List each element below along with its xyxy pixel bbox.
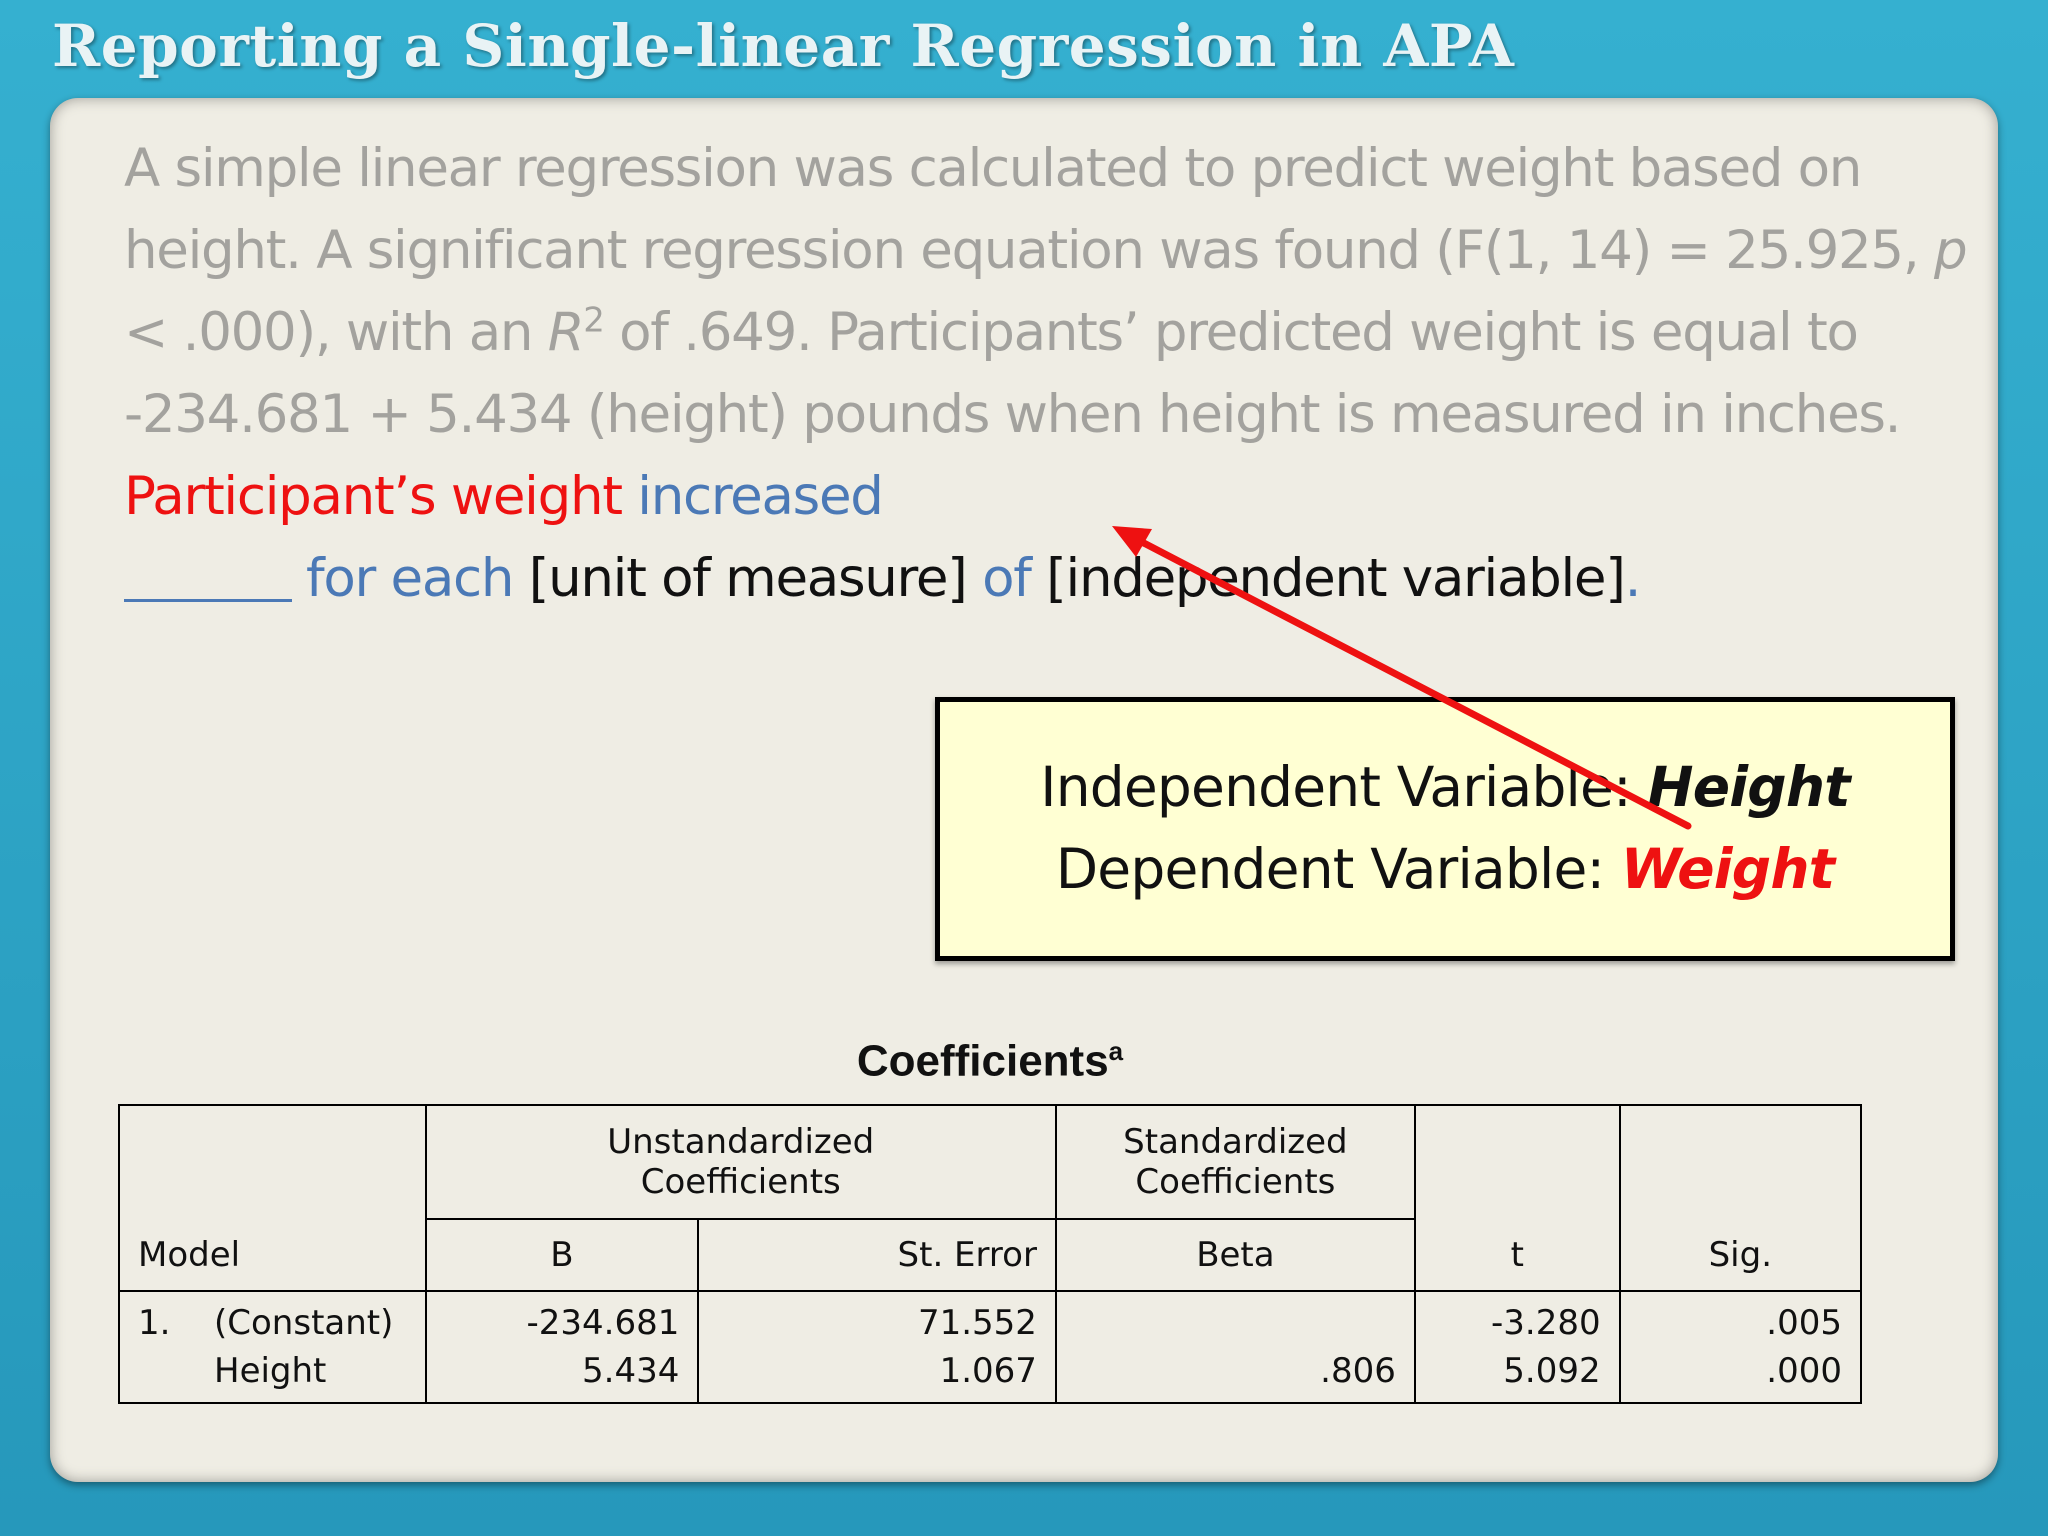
independent-variable-line: Independent Variable: Height	[940, 746, 1950, 828]
b-cell: -234.681 5.434	[424, 1290, 700, 1404]
b-height: 5.434	[582, 1351, 680, 1391]
header-b: B	[424, 1218, 700, 1292]
r-exponent: 2	[583, 300, 605, 341]
dependent-variable-value: Weight	[1620, 837, 1835, 901]
slide-title: Reporting a Single-linear Regression in …	[52, 12, 1515, 80]
table-header-row-1: Unstandardized Coefficients Standardized…	[118, 1104, 1863, 1220]
paragraph-text-2: < .000), with an	[124, 302, 548, 363]
header-t-top	[1413, 1104, 1621, 1219]
placeholder-unit: [unit of measure]	[513, 548, 983, 609]
coefficients-title-footnote: a	[1108, 1036, 1124, 1066]
paragraph-text-3: of .649. Participants’ predicted weight …	[124, 302, 1902, 445]
se-cell: 71.552 1.067	[697, 1290, 1057, 1404]
paragraph-text-1: A simple linear regression was calculate…	[124, 138, 1934, 281]
header-unstandardized: Unstandardized Coefficients	[424, 1104, 1057, 1220]
header-st-error: St. Error	[697, 1218, 1057, 1292]
beta-height: .806	[1320, 1351, 1396, 1391]
t-constant: -3.280	[1490, 1303, 1601, 1343]
phrase-of: of	[982, 548, 1032, 609]
phrase-period: .	[1624, 548, 1642, 609]
sig-cell: .005 .000	[1618, 1290, 1863, 1404]
header-sig: Sig.	[1618, 1219, 1863, 1292]
row-label-height: Height	[214, 1351, 327, 1391]
header-sig-top	[1618, 1104, 1863, 1219]
table-row: 1. (Constant) Height -234.681 5.434 71.55…	[118, 1290, 1863, 1404]
placeholder-independent-variable: [independent variable]	[1030, 548, 1626, 609]
model-number: 1.	[138, 1303, 171, 1343]
independent-variable-label: Independent Variable:	[1040, 755, 1648, 819]
independent-variable-value: Height	[1647, 755, 1851, 819]
header-beta: Beta	[1054, 1218, 1416, 1292]
fill-in-blank	[124, 547, 292, 602]
r-symbol: R	[547, 302, 585, 363]
header-t: t	[1413, 1219, 1621, 1292]
se-height: 1.067	[939, 1351, 1037, 1391]
b-constant: -234.681	[526, 1303, 680, 1343]
header-standardized: Standardized Coefficients	[1054, 1104, 1416, 1220]
sig-height: .000	[1766, 1351, 1842, 1391]
table-header-row-2: Model B St. Error Beta t Sig.	[118, 1218, 1863, 1292]
row-label-constant: (Constant)	[214, 1303, 394, 1343]
coefficients-table: Unstandardized Coefficients Standardized…	[118, 1104, 1863, 1404]
beta-constant	[1075, 1299, 1396, 1347]
highlight-dependent-phrase: Participant’s weight	[124, 466, 623, 527]
coefficients-title-text: Coefficients	[856, 1036, 1109, 1086]
t-cell: -3.280 5.092	[1413, 1290, 1621, 1404]
coefficients-title: Coefficientsa	[0, 1036, 1980, 1087]
variables-callout-box: Independent Variable: Height Dependent V…	[935, 697, 1955, 961]
t-height: 5.092	[1503, 1351, 1601, 1391]
header-model-top	[118, 1104, 427, 1219]
beta-cell: .806	[1054, 1290, 1416, 1404]
phrase-for-each: for each	[306, 548, 514, 609]
p-symbol: p	[1933, 220, 1968, 281]
se-constant: 71.552	[917, 1303, 1037, 1343]
sig-constant: .005	[1766, 1303, 1842, 1343]
dependent-variable-line: Dependent Variable: Weight	[940, 828, 1950, 910]
model-cell: 1. (Constant) Height	[118, 1290, 427, 1404]
phrase-increased: increased	[621, 466, 884, 527]
dependent-variable-label: Dependent Variable:	[1055, 837, 1621, 901]
header-model: Model	[118, 1219, 427, 1292]
apa-paragraph: A simple linear regression was calculate…	[124, 128, 1984, 620]
